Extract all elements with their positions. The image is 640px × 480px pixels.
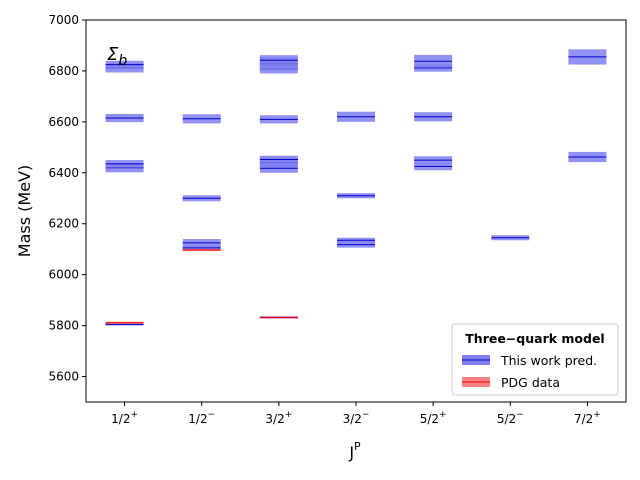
legend: Three−quark model This work pred. PDG da… [451,323,619,396]
y-tick-label: 5800 [48,319,79,333]
x-tick-label: 5/2+ [420,410,447,426]
legend-entry-pred: This work pred. [500,353,597,368]
x-axis-ticks: 1/2+ 1/2− 3/2+ 3/2− 5/2+ 5/2− 7/2+ [111,402,601,426]
legend-box [451,323,619,396]
x-tick-label: 7/2+ [574,410,601,426]
legend-title: Three−quark model [465,331,604,346]
y-tick-label: 6600 [48,115,79,129]
x-axis-title: JP [348,440,361,462]
plot-frame [85,19,627,403]
x-tick-label: 3/2+ [265,410,292,426]
y-tick-label: 6000 [48,268,79,282]
y-tick-label: 5600 [48,370,79,384]
panel-label: Σb [107,44,127,69]
legend-entry-pdg: PDG data [501,375,560,390]
y-axis-title: Mass (MeV) [15,165,34,257]
x-tick-label: 1/2+ [111,410,138,426]
y-tick-label: 6200 [48,217,79,231]
x-tick-label: 5/2− [497,410,524,426]
x-tick-label: 1/2− [188,410,215,426]
y-tick-label: 6800 [48,64,79,78]
x-tick-label: 3/2− [343,410,370,426]
spectrum-bars [105,49,607,326]
y-tick-label: 7000 [48,13,79,27]
y-axis-ticks: 5600 5800 6000 6200 6400 6600 6800 7000 [48,13,86,384]
y-tick-label: 6400 [48,166,79,180]
